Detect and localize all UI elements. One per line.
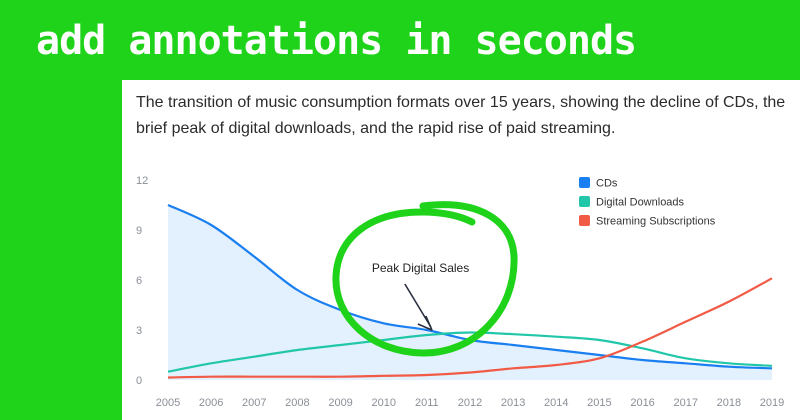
y-tick-label: 3 [136, 325, 142, 337]
x-tick-label: 2005 [156, 397, 180, 409]
x-tick-label: 2014 [544, 397, 568, 409]
legend-label: Streaming Subscriptions [596, 216, 716, 228]
x-tick-label: 2018 [717, 397, 741, 409]
x-tick-label: 2011 [415, 397, 439, 409]
y-tick-label: 0 [136, 375, 142, 387]
music-formats-chart: 0 3 6 9 12 2005 2006 2007 2008 2009 2010 2011 2012 2… [136, 175, 784, 409]
chart-card: The transition of music consumption form… [122, 80, 800, 420]
annotation-circle [332, 201, 518, 357]
annotation-arrow-line [404, 283, 432, 328]
y-tick-label: 12 [136, 175, 148, 187]
x-tick-label: 2019 [760, 397, 784, 409]
legend-swatch [579, 215, 590, 226]
series-area-cds [168, 205, 772, 380]
x-tick-label: 2007 [242, 397, 266, 409]
x-tick-label: 2012 [458, 397, 482, 409]
annotation-arrow-head [417, 315, 433, 331]
legend-label: Digital Downloads [596, 197, 685, 209]
x-tick-label: 2013 [501, 397, 525, 409]
x-tick-label: 2015 [587, 397, 611, 409]
x-tick-label: 2016 [630, 397, 654, 409]
legend-swatch [579, 196, 590, 207]
legend-label: CDs [596, 178, 618, 190]
x-tick-label: 2010 [371, 397, 395, 409]
x-tick-label: 2009 [328, 397, 352, 409]
x-tick-label: 2008 [285, 397, 309, 409]
chart-caption: The transition of music consumption form… [136, 94, 786, 137]
x-tick-label: 2017 [673, 397, 697, 409]
headline: add annotations in seconds [36, 18, 637, 64]
y-tick-label: 6 [136, 275, 142, 287]
annotation-label: Peak Digital Sales [372, 261, 469, 275]
x-tick-label: 2006 [199, 397, 223, 409]
y-tick-label: 9 [136, 225, 142, 237]
legend-swatch [579, 177, 590, 188]
